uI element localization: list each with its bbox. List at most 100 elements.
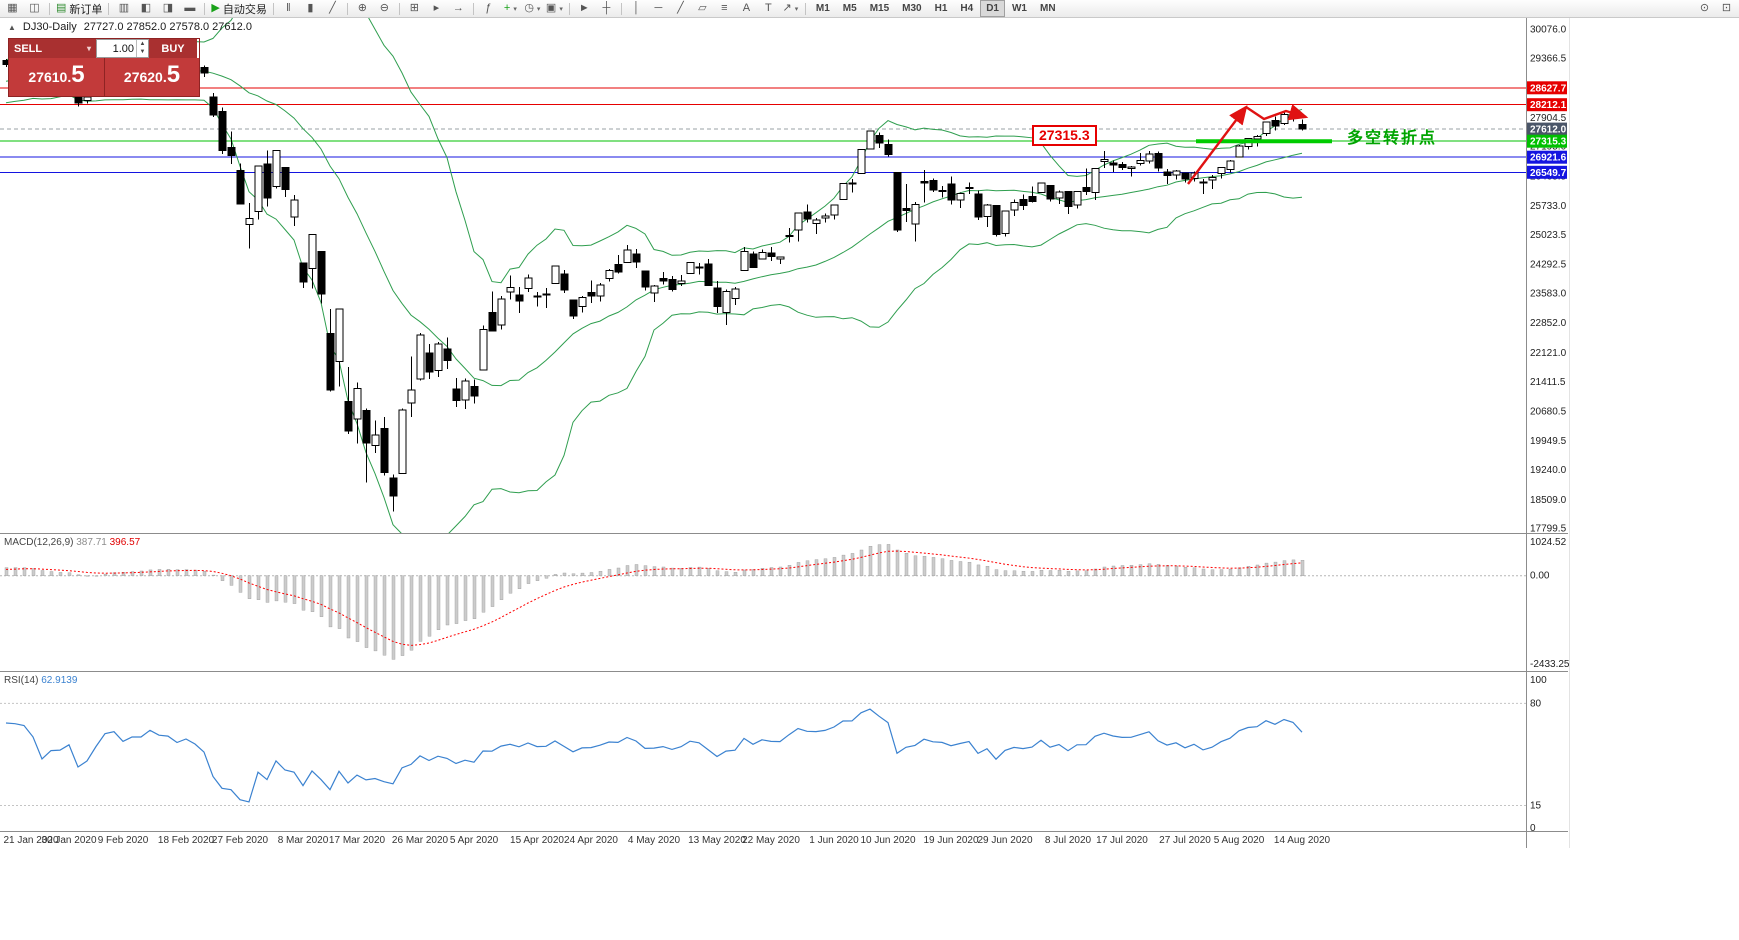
price-badge xyxy=(1527,122,1567,136)
price-tick: 17799.5 xyxy=(1530,524,1567,535)
timeframe-mn-button[interactable]: MN xyxy=(1039,3,1056,14)
price-level-callout[interactable]: 27315.3 xyxy=(1032,125,1097,146)
sell-button[interactable]: 27610. 5 xyxy=(9,58,104,96)
templates-button[interactable]: ▣ ▾ xyxy=(544,1,565,16)
date-label[interactable]: 5 Aug 2020 xyxy=(1214,835,1265,846)
sell-header[interactable]: SELL ▾ xyxy=(9,39,96,58)
timeframe-h1-button[interactable]: H1 xyxy=(934,3,948,14)
date-label[interactable]: 9 Feb 2020 xyxy=(98,835,149,846)
vertical-line-button[interactable]: │ xyxy=(626,1,647,16)
price-tick: 21411.5 xyxy=(1530,377,1566,388)
timeframe-d1-button[interactable]: D1 xyxy=(980,0,1005,17)
trendline-button[interactable]: ╱ xyxy=(670,1,691,16)
channel-icon: ▱ xyxy=(698,2,707,14)
tile-windows-button[interactable]: ⊞ xyxy=(404,1,425,16)
data-window-button[interactable]: ◧ xyxy=(135,1,156,16)
buy-header[interactable]: BUY xyxy=(149,39,197,58)
chart-shift-button[interactable]: → xyxy=(448,1,469,16)
date-label[interactable]: 22 May 2020 xyxy=(742,835,800,846)
chart-ohlc-readout: ▲ DJ30-Daily 27727.0 27852.0 27578.0 276… xyxy=(8,21,252,33)
date-label[interactable]: 27 Jul 2020 xyxy=(1159,835,1211,846)
price-badge-label: 27612.0 xyxy=(1530,125,1567,136)
date-label[interactable]: 13 May 2020 xyxy=(688,835,746,846)
date-label[interactable]: 27 Feb 2020 xyxy=(212,835,269,846)
add-indicator-button[interactable]: + ▾ xyxy=(500,1,521,16)
date-label[interactable]: 26 Mar 2020 xyxy=(392,835,449,846)
autotrading-button[interactable]: ▶ 自动交易 xyxy=(209,1,268,16)
zoom-in-button[interactable]: ⊕ xyxy=(352,1,373,16)
volume-down-icon[interactable]: ▼ xyxy=(139,49,146,55)
timeframe-w1-button[interactable]: W1 xyxy=(1011,3,1027,14)
navigator-button[interactable]: ◨ xyxy=(157,1,178,16)
price-tick: 18509.0 xyxy=(1530,495,1567,506)
date-label[interactable]: 8 Mar 2020 xyxy=(278,835,329,846)
chart-symbol-period: DJ30-Daily xyxy=(22,21,77,33)
volume-input[interactable]: 1.00 ▲ ▼ xyxy=(96,39,149,58)
turning-point-note[interactable]: 多空转折点 xyxy=(1347,130,1438,147)
volume-up-icon[interactable]: ▲ xyxy=(139,41,146,47)
text-label-icon: T xyxy=(765,2,772,14)
date-label[interactable]: 24 Apr 2020 xyxy=(564,835,618,846)
date-label[interactable]: 4 May 2020 xyxy=(628,835,681,846)
channel-button[interactable]: ▱ xyxy=(692,1,713,16)
zoom-out-button[interactable]: ⊖ xyxy=(374,1,395,16)
crosshair-button[interactable]: ┼ xyxy=(596,1,617,16)
market-watch-button[interactable]: ▥ xyxy=(113,1,134,16)
date-label[interactable]: 17 Jul 2020 xyxy=(1096,835,1148,846)
bar-chart-button[interactable]: ‖ xyxy=(278,1,299,16)
horizontal-line-button[interactable]: ─ xyxy=(648,1,669,16)
horizontal-line-objects[interactable] xyxy=(0,87,1526,173)
buy-button[interactable]: 27620. 5 xyxy=(104,58,199,96)
trend-annotations[interactable] xyxy=(1187,104,1332,185)
timeframe-h4-button[interactable]: H4 xyxy=(960,3,974,14)
tile-windows-icon: ⊞ xyxy=(409,2,419,14)
date-label[interactable]: 14 Aug 2020 xyxy=(1274,835,1331,846)
text-button[interactable]: A xyxy=(736,1,757,16)
date-label[interactable]: 8 Jul 2020 xyxy=(1045,835,1092,846)
candlestick-chart-button[interactable]: ▮ xyxy=(300,1,321,16)
text-label-button[interactable]: T xyxy=(758,1,779,16)
date-label[interactable]: 5 Apr 2020 xyxy=(450,835,499,846)
timeframe-m5-button[interactable]: M5 xyxy=(842,3,857,14)
date-label[interactable]: 19 Jun 2020 xyxy=(923,835,978,846)
date-label[interactable]: 18 Feb 2020 xyxy=(158,835,215,846)
auto-scroll-icon: ▸ xyxy=(433,2,440,14)
arrows-button[interactable]: ↗ ▾ xyxy=(780,1,801,16)
fullscreen-button[interactable]: ⊡ xyxy=(1716,1,1737,16)
timeframe-m15-button[interactable]: M15 xyxy=(869,3,890,14)
timeframe-m30-button[interactable]: M30 xyxy=(902,3,922,14)
one-click-collapse-button[interactable]: ▲ xyxy=(8,22,16,32)
rsi-tick: 100 xyxy=(1530,675,1547,686)
date-label[interactable]: 10 Jun 2020 xyxy=(860,835,915,846)
date-label[interactable]: 15 Apr 2020 xyxy=(510,835,564,846)
sell-label: SELL xyxy=(14,42,43,55)
chart-window[interactable]: 30076.029366.528631.527904.527195.026465… xyxy=(0,17,1739,940)
toolbar-separator xyxy=(398,2,400,15)
price-tick: 30076.0 xyxy=(1530,25,1567,36)
macd-tick: 0.00 xyxy=(1530,571,1550,582)
auto-scroll-button[interactable]: ▸ xyxy=(426,1,447,16)
cursor-button[interactable]: ► xyxy=(574,1,595,16)
new-order-button[interactable]: ▤ 新订单 xyxy=(54,1,104,16)
volume-stepper[interactable]: ▲ ▼ xyxy=(136,40,148,57)
chart-axes[interactable]: 30076.029366.528631.527904.527195.026465… xyxy=(0,17,1570,848)
terminal-button[interactable]: ▬ xyxy=(179,1,200,16)
macd-main-value: 387.71 xyxy=(76,537,107,548)
profiles-button[interactable]: ◫ xyxy=(24,1,45,16)
date-label[interactable]: 30 Jan 2020 xyxy=(41,835,96,846)
date-label[interactable]: 29 Jun 2020 xyxy=(977,835,1032,846)
new-chart-button[interactable]: ▦ xyxy=(2,1,23,16)
indicators-button[interactable]: ƒ xyxy=(478,1,499,16)
timeframe-m1-button[interactable]: M1 xyxy=(815,3,830,14)
date-label[interactable]: 1 Jun 2020 xyxy=(809,835,859,846)
rsi-pane xyxy=(0,702,1526,806)
macd-tick: -2433.25 xyxy=(1530,659,1570,670)
date-label[interactable]: 21 Jan 2020 xyxy=(3,835,58,846)
date-label[interactable]: 17 Mar 2020 xyxy=(329,835,386,846)
search-button[interactable]: ⊙ xyxy=(1694,1,1715,16)
periods-button[interactable]: ◷ ▾ xyxy=(522,1,543,16)
rsi-value: 62.9139 xyxy=(41,675,78,686)
fibonacci-button[interactable]: ≡ xyxy=(714,1,735,16)
line-chart-button[interactable]: ╱ xyxy=(322,1,343,16)
